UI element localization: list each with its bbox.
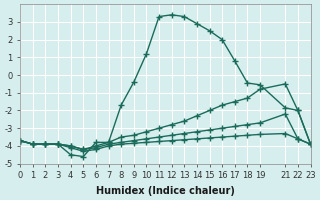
X-axis label: Humidex (Indice chaleur): Humidex (Indice chaleur): [96, 186, 235, 196]
